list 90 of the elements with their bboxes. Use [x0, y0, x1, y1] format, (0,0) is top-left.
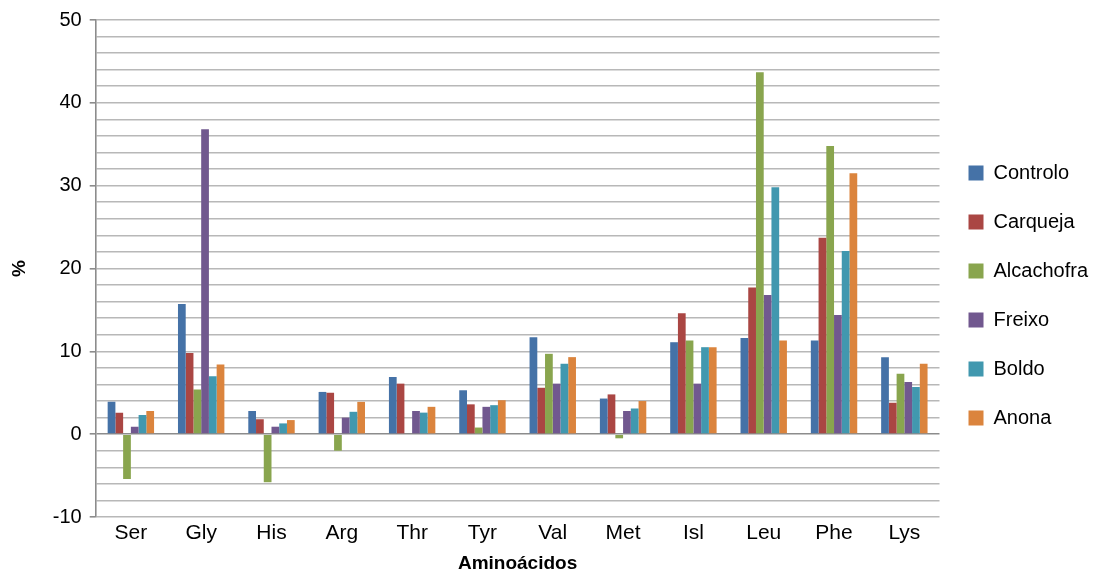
bar	[256, 419, 264, 434]
bar	[388, 377, 397, 434]
bar	[881, 357, 889, 434]
bar	[568, 357, 576, 434]
bar	[607, 394, 616, 434]
bar	[490, 405, 498, 434]
bar	[771, 187, 780, 434]
bar	[701, 347, 709, 434]
bar	[904, 381, 913, 434]
bar	[286, 420, 295, 434]
y-tick-label: 50	[59, 7, 82, 30]
bar	[748, 287, 756, 434]
y-tick-label: 0	[70, 421, 82, 444]
bar	[849, 173, 858, 434]
bar	[459, 390, 467, 434]
bar	[685, 340, 694, 434]
bar	[341, 417, 350, 434]
y-axis-title: %	[7, 259, 29, 277]
x-tick-label: His	[256, 520, 287, 544]
y-tick-label: 40	[59, 90, 82, 113]
bar	[834, 314, 842, 434]
x-tick-label: Gly	[185, 520, 218, 544]
bar	[677, 313, 686, 434]
bar	[755, 72, 764, 434]
x-tick-label: Thr	[396, 520, 428, 544]
bar	[115, 412, 124, 434]
bar	[412, 410, 420, 434]
bar	[248, 410, 257, 434]
y-tick-label: 30	[59, 173, 82, 196]
y-tick-label: 10	[59, 338, 82, 361]
bar	[888, 402, 897, 434]
bar	[279, 423, 287, 434]
bar	[708, 347, 717, 434]
x-tick-label: Arg	[325, 520, 359, 544]
bar	[130, 426, 139, 434]
bar	[841, 251, 850, 434]
bar	[201, 129, 209, 434]
x-tick-label: Lys	[888, 520, 921, 544]
bar	[123, 434, 131, 479]
legend-label: Alcachofra	[993, 258, 1089, 281]
bar	[334, 434, 342, 451]
y-tick-label: 20	[59, 256, 82, 279]
bar	[529, 337, 538, 434]
bar	[193, 389, 202, 434]
bar	[177, 304, 186, 434]
bar	[326, 392, 335, 434]
bar	[146, 410, 155, 434]
bar	[271, 426, 280, 434]
bar	[912, 386, 920, 434]
y-tick-label: -10	[52, 504, 82, 527]
x-axis-title: Aminoácidos	[457, 551, 578, 573]
x-tick-label: Isl	[682, 520, 704, 544]
bar	[537, 387, 546, 434]
bar	[826, 145, 835, 434]
bar	[208, 376, 217, 434]
legend-label: Carqueja	[993, 209, 1076, 232]
bar	[919, 363, 928, 434]
bar	[466, 404, 475, 434]
bar	[419, 412, 428, 434]
bar	[740, 338, 749, 434]
bar	[497, 400, 506, 434]
bar	[545, 353, 553, 434]
bar	[357, 401, 366, 434]
bar	[263, 434, 272, 483]
bar	[763, 295, 772, 434]
legend-label: Boldo	[993, 356, 1045, 379]
x-tick-label: Ser	[114, 520, 148, 544]
bar	[693, 383, 702, 434]
bar	[599, 398, 608, 434]
bar	[810, 340, 819, 434]
bar	[638, 401, 647, 434]
x-tick-label: Val	[538, 520, 568, 544]
legend-label: Anona	[993, 405, 1053, 428]
bar	[896, 373, 905, 434]
x-tick-label: Phe	[815, 520, 853, 544]
x-tick-label: Tyr	[467, 520, 498, 544]
bar	[623, 410, 631, 434]
bar	[615, 434, 624, 439]
bar	[552, 383, 561, 434]
bar	[630, 408, 639, 434]
bar	[670, 342, 678, 434]
bar	[779, 340, 787, 434]
legend-label: Freixo	[993, 307, 1050, 330]
bar	[185, 352, 194, 434]
bar	[482, 406, 491, 434]
legend-label: Controlo	[993, 160, 1070, 183]
bar	[560, 363, 569, 434]
x-tick-label: Leu	[746, 520, 782, 544]
x-tick-label: Met	[605, 520, 641, 544]
bar	[818, 237, 827, 434]
